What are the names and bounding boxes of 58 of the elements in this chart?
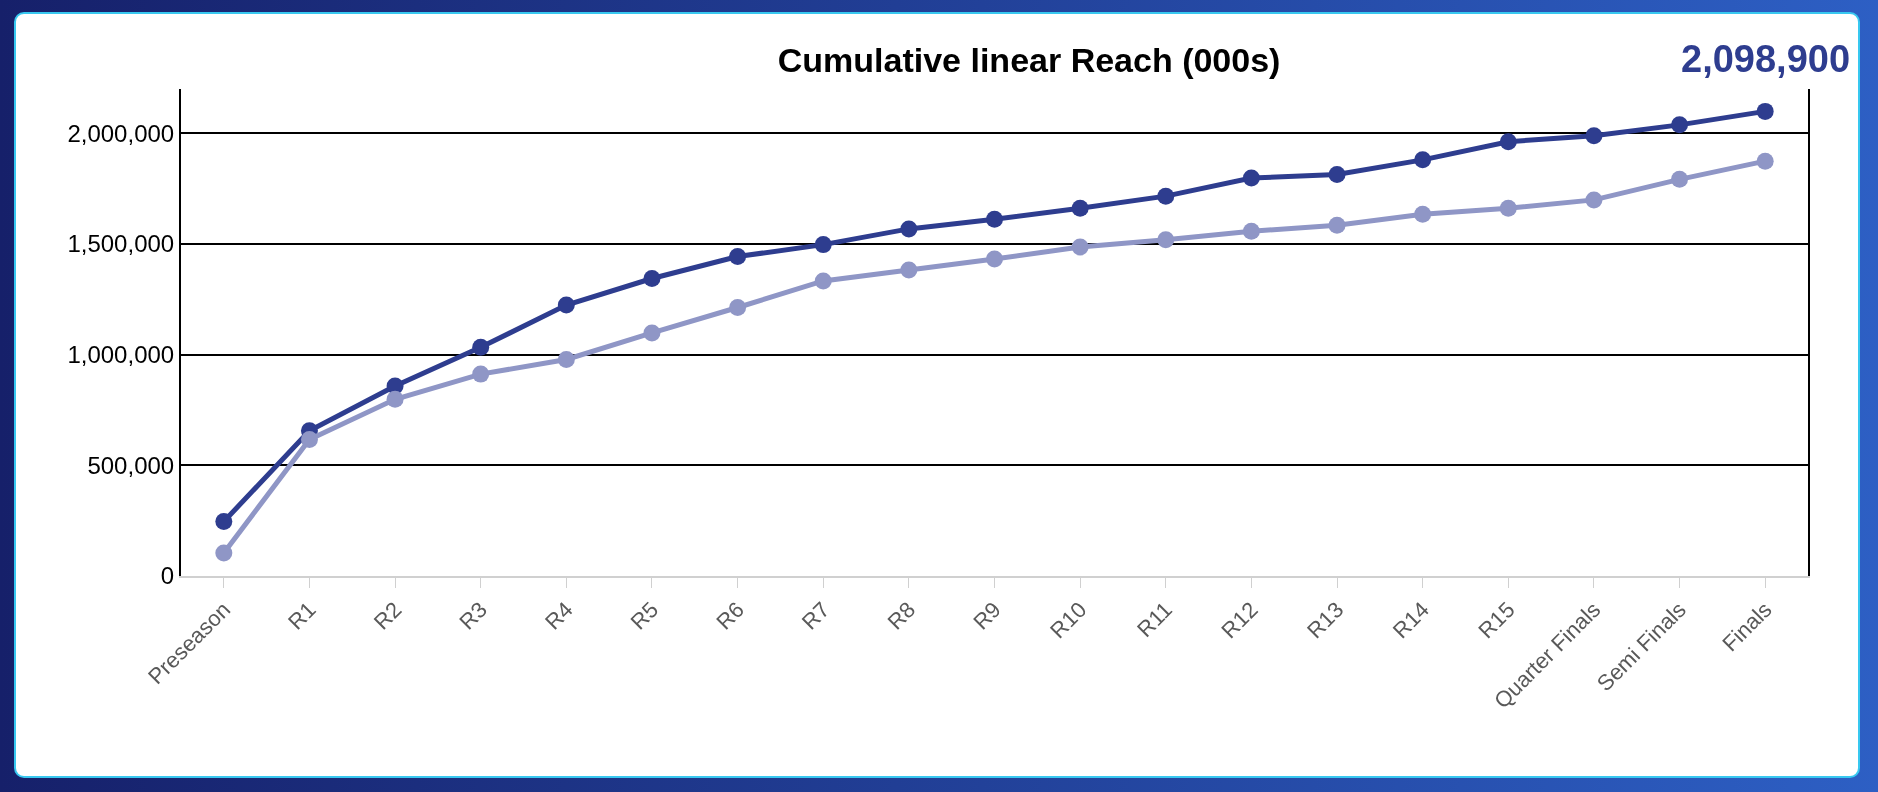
point (1499, 133, 1517, 151)
point (215, 544, 233, 562)
point (215, 513, 233, 531)
x-tick-label: R10 (1045, 597, 1092, 644)
point (472, 365, 490, 383)
x-tick-label: R8 (882, 597, 921, 635)
x-tick-label: R7 (796, 597, 835, 635)
x-tick-label: R1 (283, 597, 321, 635)
point (814, 272, 832, 290)
point (300, 430, 318, 448)
point (557, 296, 575, 314)
point (1414, 151, 1432, 169)
x-tick-label: R14 (1387, 597, 1434, 644)
x-tick-label: R2 (368, 597, 407, 635)
point (1071, 199, 1089, 217)
point (1756, 102, 1774, 120)
point (1328, 216, 1346, 234)
point (1756, 152, 1774, 170)
point (1585, 127, 1603, 145)
x-tick-label: R15 (1473, 597, 1520, 644)
point (900, 261, 918, 279)
point (1071, 238, 1089, 256)
point (1585, 191, 1603, 209)
x-tick-label: R3 (454, 597, 493, 635)
y-tick-label: 2,000,000 (67, 119, 175, 147)
y-tick-label: 1,500,000 (67, 230, 175, 258)
point (1157, 231, 1175, 249)
x-tick-label: R11 (1132, 597, 1178, 643)
point (1328, 165, 1346, 183)
x-tick-label: R4 (540, 597, 578, 635)
point (386, 390, 404, 408)
point (1242, 222, 1260, 240)
annotation: 2,098,900 (1681, 38, 1851, 80)
x-tick-label: R5 (625, 597, 664, 635)
y-tick-label: 1,000,000 (67, 341, 175, 369)
point (986, 210, 1003, 228)
point (729, 248, 747, 266)
point (643, 269, 661, 287)
point (1671, 116, 1689, 134)
point (1157, 187, 1175, 205)
point (1499, 199, 1517, 217)
chart-title: Cumulative linear Reach (000s) (777, 41, 1281, 80)
point (472, 338, 490, 356)
x-tick-label: R12 (1216, 597, 1263, 644)
point (986, 250, 1003, 268)
point (900, 220, 918, 238)
x-tick-label: R9 (968, 597, 1006, 635)
point (643, 324, 661, 342)
point (557, 351, 575, 368)
x-tick-label: R6 (711, 597, 749, 635)
point (1414, 205, 1432, 223)
x-tick-label: R13 (1302, 597, 1349, 644)
y-tick-label: 0 (160, 562, 175, 590)
point (814, 236, 832, 254)
y-tick-label: 500,000 (87, 451, 175, 479)
point (1242, 169, 1260, 187)
point (1671, 170, 1689, 188)
point (729, 298, 747, 316)
